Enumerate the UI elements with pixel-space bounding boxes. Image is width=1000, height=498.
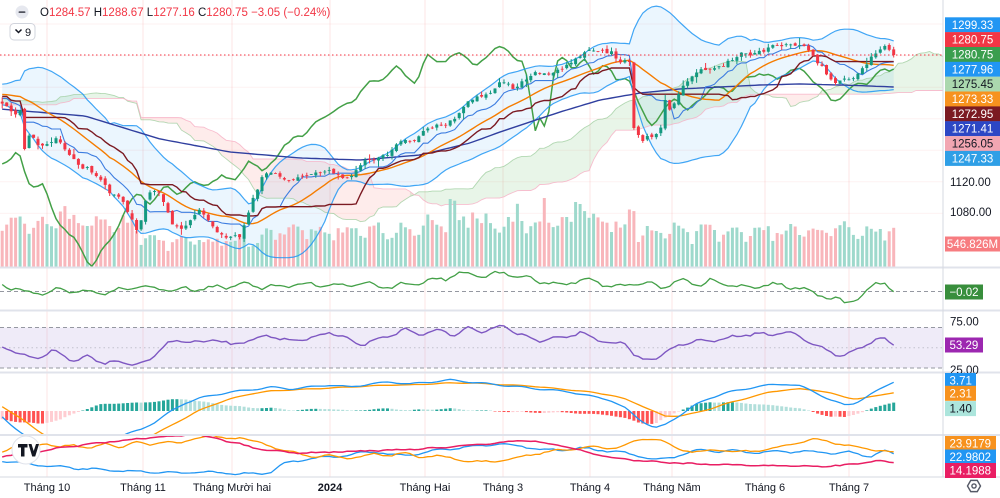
svg-text:2.31: 2.31: [950, 388, 972, 400]
svg-text:1299.33: 1299.33: [952, 20, 994, 32]
svg-text:75.00: 75.00: [950, 317, 979, 329]
svg-text:1273.33: 1273.33: [952, 94, 994, 106]
svg-text:1280.75: 1280.75: [952, 50, 994, 62]
svg-text:Tháng 3: Tháng 3: [483, 482, 523, 494]
svg-text:−0.02: −0.02: [949, 287, 978, 299]
svg-text:3.71: 3.71: [950, 376, 972, 388]
svg-text:Tháng 6: Tháng 6: [745, 482, 785, 494]
svg-text:1271.41: 1271.41: [952, 124, 994, 136]
svg-text:1256.05: 1256.05: [952, 139, 994, 151]
svg-text:Tháng 4: Tháng 4: [570, 482, 610, 494]
svg-text:Tháng 7: Tháng 7: [829, 482, 869, 494]
svg-text:1120.00: 1120.00: [950, 177, 991, 189]
svg-text:14.1988: 14.1988: [950, 466, 992, 478]
svg-text:1080.00: 1080.00: [950, 207, 992, 219]
svg-text:1272.95: 1272.95: [952, 109, 994, 121]
svg-text:1275.45: 1275.45: [952, 79, 994, 91]
svg-text:1247.33: 1247.33: [952, 153, 994, 165]
svg-text:546.826M: 546.826M: [947, 239, 998, 251]
svg-text:9: 9: [25, 27, 31, 39]
svg-text:2024: 2024: [318, 482, 343, 494]
svg-text:O1284.57 H1288.67 L1277.16: O1284.57 H1288.67 L1277.16 C1280.75 −3.0…: [40, 7, 331, 19]
svg-text:Tháng Mười hai: Tháng Mười hai: [193, 482, 271, 494]
svg-text:53.29: 53.29: [950, 340, 979, 352]
svg-text:Tháng 11: Tháng 11: [120, 482, 166, 494]
svg-text:1277.96: 1277.96: [952, 64, 994, 76]
svg-text:Tháng Hai: Tháng Hai: [400, 482, 451, 494]
svg-text:1.40: 1.40: [950, 404, 972, 416]
svg-text:22.9802: 22.9802: [950, 452, 992, 464]
svg-text:1280.75: 1280.75: [952, 35, 994, 47]
svg-text:Tháng Năm: Tháng Năm: [643, 482, 700, 494]
svg-text:23.9179: 23.9179: [950, 439, 992, 451]
svg-text:Tháng 10: Tháng 10: [24, 482, 70, 494]
